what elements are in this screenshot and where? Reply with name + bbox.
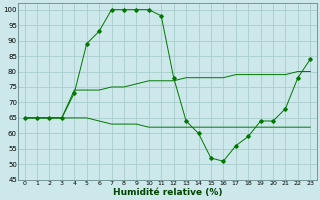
X-axis label: Humidité relative (%): Humidité relative (%)	[113, 188, 222, 197]
